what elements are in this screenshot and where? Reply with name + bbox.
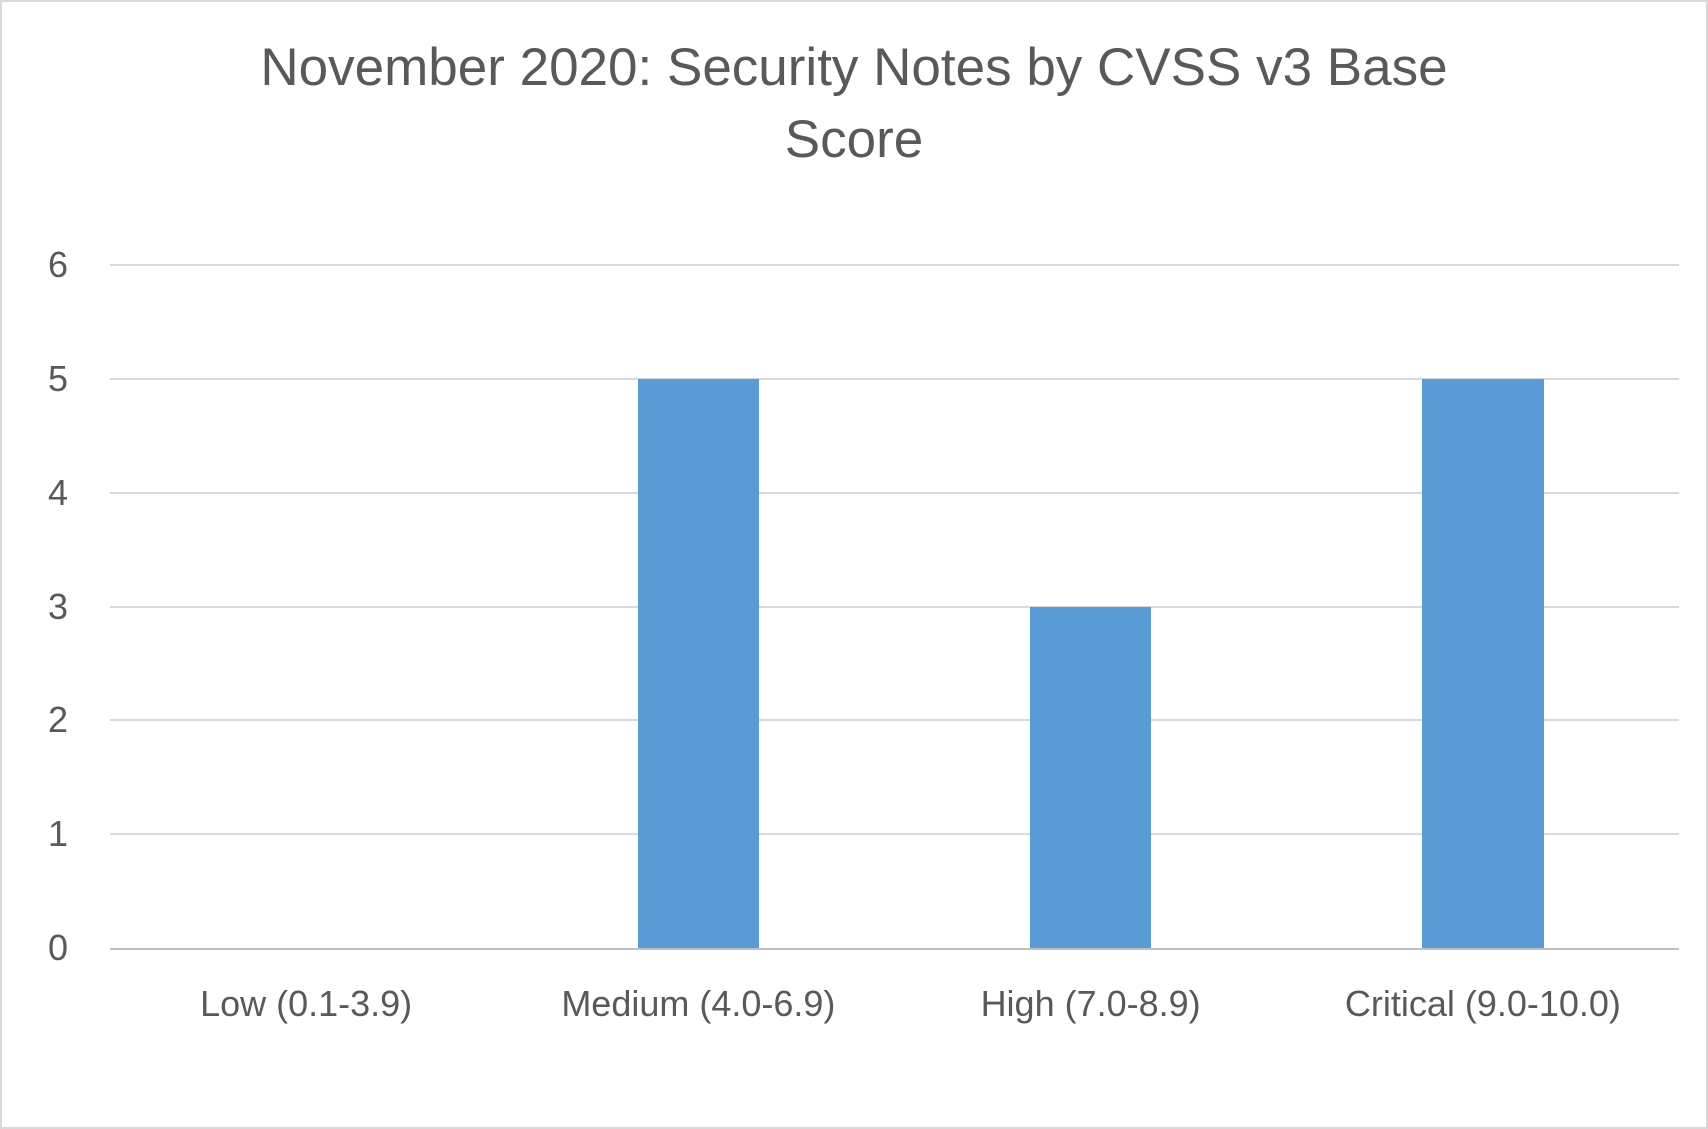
y-axis-tick-label: 1 — [47, 813, 68, 855]
gridline — [110, 833, 1679, 836]
x-axis-category-label: Medium (4.0-6.9) — [561, 983, 836, 1024]
category-slot — [110, 265, 502, 948]
x-axis-category-label: Low (0.1-3.9) — [200, 983, 413, 1024]
x-axis-category-label: Critical (9.0-10.0) — [1344, 983, 1621, 1024]
category-slot — [502, 265, 894, 948]
chart-title: November 2020: Security Notes by CVSS v3… — [260, 38, 1448, 169]
category-slot — [1287, 265, 1679, 948]
x-axis-category-label: High (7.0-8.9) — [980, 983, 1201, 1024]
bar-medium — [637, 378, 760, 948]
gridline — [110, 605, 1679, 608]
bar-high — [1029, 606, 1152, 948]
gridline — [110, 377, 1679, 380]
bar-critical — [1422, 378, 1544, 948]
plot-area: 0 1 2 3 4 5 6 Low (0.1-3.9) Medium (4.0-6.9) High… — [48, 247, 1679, 1024]
gridline — [110, 264, 1679, 266]
category-slot — [895, 265, 1287, 948]
y-axis-tick-label: 4 — [47, 471, 68, 513]
y-axis-tick-label: 3 — [47, 585, 68, 627]
gridline — [110, 491, 1679, 494]
y-axis-tick-label: 2 — [47, 699, 68, 741]
y-axis-tick-label: 0 — [47, 927, 68, 968]
gridline — [110, 719, 1679, 722]
y-axis-tick-label: 6 — [47, 244, 68, 285]
y-axis-tick-label: 5 — [47, 357, 68, 399]
